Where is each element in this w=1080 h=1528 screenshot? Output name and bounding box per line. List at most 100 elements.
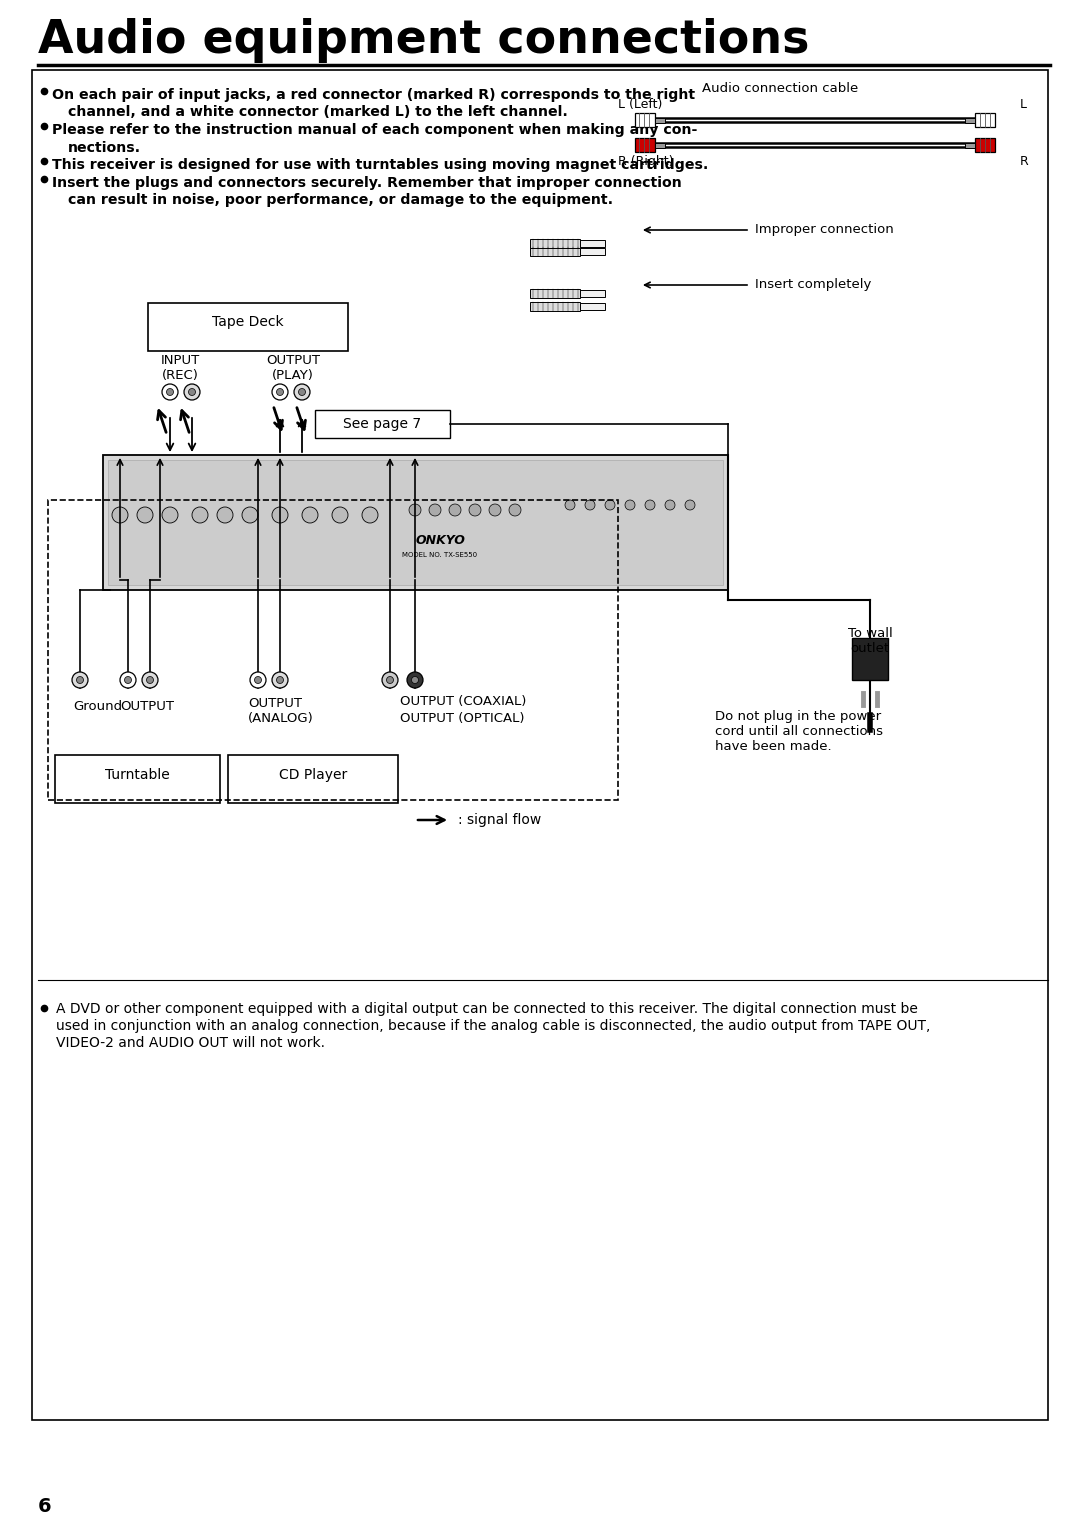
Text: Audio equipment connections: Audio equipment connections (38, 18, 809, 63)
Circle shape (272, 507, 288, 523)
Circle shape (685, 500, 696, 510)
Text: MODEL NO. TX-SE550: MODEL NO. TX-SE550 (403, 552, 477, 558)
Circle shape (276, 388, 283, 396)
Bar (580, 303, 605, 310)
Text: R (Right): R (Right) (618, 154, 674, 168)
Circle shape (184, 384, 200, 400)
Text: OUTPUT
(PLAY): OUTPUT (PLAY) (266, 354, 320, 382)
Circle shape (255, 677, 261, 683)
Bar (530, 238, 580, 248)
Bar (975, 113, 995, 127)
Text: A DVD or other component equipped with a digital output can be connected to this: A DVD or other component equipped with a… (56, 1002, 918, 1016)
Circle shape (509, 504, 521, 516)
Text: L (Left): L (Left) (618, 98, 662, 112)
Bar (580, 240, 605, 248)
Circle shape (147, 677, 153, 683)
Circle shape (272, 672, 288, 688)
Text: OUTPUT: OUTPUT (120, 700, 174, 714)
Circle shape (382, 672, 399, 688)
Circle shape (407, 672, 423, 688)
Bar (103, 455, 728, 590)
Text: ONKYO: ONKYO (415, 533, 464, 547)
Circle shape (242, 507, 258, 523)
Circle shape (192, 507, 208, 523)
Circle shape (665, 500, 675, 510)
Circle shape (449, 504, 461, 516)
Circle shape (585, 500, 595, 510)
Text: Please refer to the instruction manual of each component when making any con-: Please refer to the instruction manual o… (52, 122, 698, 138)
Circle shape (72, 672, 87, 688)
Text: OUTPUT (OPTICAL): OUTPUT (OPTICAL) (400, 712, 525, 724)
Text: On each pair of input jacks, a red connector (marked R) corresponds to the right: On each pair of input jacks, a red conne… (52, 89, 696, 102)
Circle shape (276, 677, 283, 683)
Text: 6: 6 (38, 1497, 52, 1516)
Text: VIDEO-2 and AUDIO OUT will not work.: VIDEO-2 and AUDIO OUT will not work. (56, 1036, 325, 1050)
Bar (228, 755, 399, 804)
Bar (48, 500, 618, 801)
Circle shape (217, 507, 233, 523)
Circle shape (294, 384, 310, 400)
Bar (55, 755, 220, 804)
Circle shape (77, 677, 83, 683)
Bar (530, 289, 580, 298)
Circle shape (298, 388, 306, 396)
Text: channel, and a white connector (marked L) to the left channel.: channel, and a white connector (marked L… (68, 105, 568, 119)
Text: INPUT
(REC): INPUT (REC) (160, 354, 200, 382)
Bar (580, 290, 605, 296)
Circle shape (162, 384, 178, 400)
Bar (315, 410, 450, 439)
Text: (ANALOG): (ANALOG) (248, 712, 314, 724)
Text: L: L (1020, 98, 1027, 112)
Circle shape (189, 388, 195, 396)
Circle shape (166, 388, 174, 396)
Bar (975, 138, 995, 151)
Text: Insert completely: Insert completely (755, 278, 872, 290)
Circle shape (141, 672, 158, 688)
Circle shape (112, 507, 129, 523)
Bar (654, 142, 665, 148)
Bar (852, 639, 888, 680)
Circle shape (489, 504, 501, 516)
Bar (966, 142, 975, 148)
Text: Turntable: Turntable (105, 769, 170, 782)
Bar (148, 303, 348, 351)
Circle shape (362, 507, 378, 523)
Circle shape (409, 504, 421, 516)
Bar (530, 303, 580, 312)
Text: used in conjunction with an analog connection, because if the analog cable is di: used in conjunction with an analog conne… (56, 1019, 930, 1033)
Bar (635, 113, 654, 127)
Circle shape (137, 507, 153, 523)
Circle shape (387, 677, 393, 683)
Text: This receiver is designed for use with turntables using moving magnet cartridges: This receiver is designed for use with t… (52, 157, 708, 173)
Text: : signal flow: : signal flow (458, 813, 541, 827)
Text: See page 7: See page 7 (343, 417, 421, 431)
Bar (32, 70, 1048, 1420)
Text: Insert the plugs and connectors securely. Remember that improper connection: Insert the plugs and connectors securely… (52, 176, 681, 189)
Circle shape (429, 504, 441, 516)
Circle shape (605, 500, 615, 510)
Text: can result in noise, poor performance, or damage to the equipment.: can result in noise, poor performance, o… (68, 193, 613, 206)
Text: Ground: Ground (73, 700, 122, 714)
Circle shape (249, 672, 266, 688)
Circle shape (302, 507, 318, 523)
Bar (654, 118, 665, 122)
Bar (966, 118, 975, 122)
Circle shape (120, 672, 136, 688)
Bar (580, 248, 605, 255)
Circle shape (625, 500, 635, 510)
Circle shape (469, 504, 481, 516)
Circle shape (124, 677, 132, 683)
Text: To wall
outlet: To wall outlet (848, 626, 892, 656)
Text: Do not plug in the power
cord until all connections
have been made.: Do not plug in the power cord until all … (715, 711, 883, 753)
Bar (530, 248, 580, 257)
Circle shape (162, 507, 178, 523)
Circle shape (411, 677, 419, 683)
Circle shape (332, 507, 348, 523)
Text: Improper connection: Improper connection (755, 223, 894, 235)
Bar (108, 460, 723, 585)
Text: OUTPUT (COAXIAL): OUTPUT (COAXIAL) (400, 695, 526, 707)
Text: CD Player: CD Player (279, 769, 347, 782)
Circle shape (272, 384, 288, 400)
Text: R: R (1020, 154, 1029, 168)
Circle shape (645, 500, 654, 510)
